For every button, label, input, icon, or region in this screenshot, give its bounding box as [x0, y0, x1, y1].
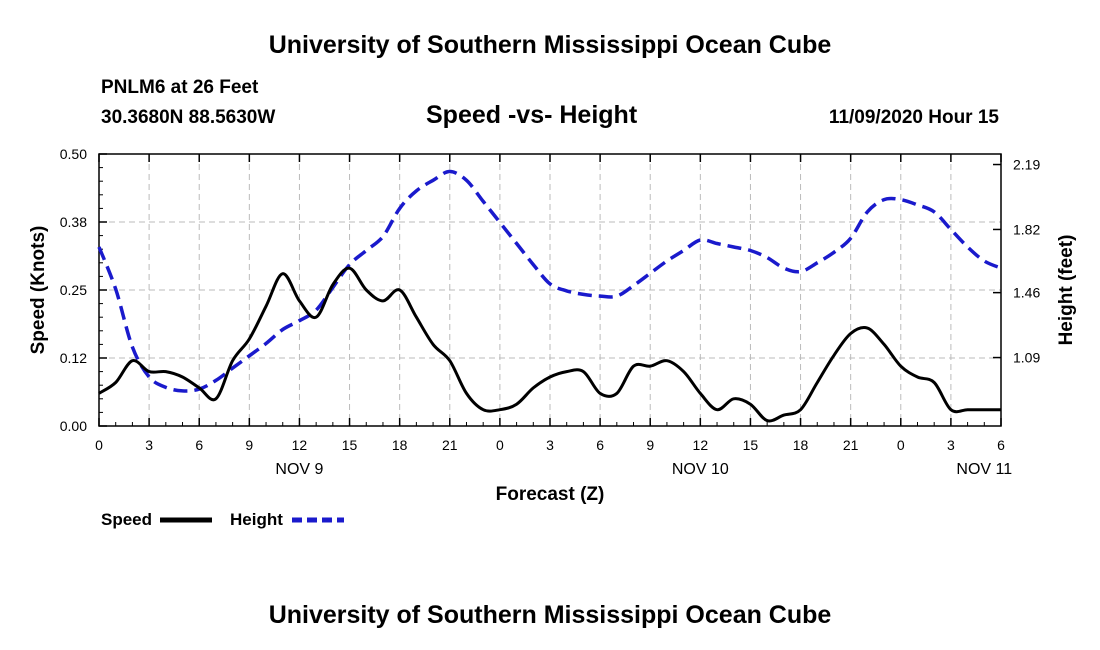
y2-axis-label: Height (feet) [1056, 235, 1077, 346]
x-tick-label: 18 [392, 437, 408, 453]
forecast-datetime: 11/09/2020 Hour 15 [828, 107, 999, 128]
y2-tick-label: 1.46 [1013, 285, 1040, 301]
station-coords: 30.3680N 88.5630W [101, 107, 276, 128]
x-tick-label: 15 [342, 437, 358, 453]
x-tick-label: 9 [646, 437, 654, 453]
x-tick-label: 15 [743, 437, 759, 453]
legend-height-label: Height [230, 510, 283, 529]
x-tick-label: 3 [145, 437, 153, 453]
x-tick-label: 0 [496, 437, 504, 453]
legend-speed-label: Speed [101, 510, 153, 529]
x-tick-label: 21 [442, 437, 458, 453]
x-tick-label: 12 [292, 437, 308, 453]
y-tick-label: 0.25 [60, 282, 87, 298]
y2-tick-label: 1.82 [1013, 221, 1040, 237]
y-tick-label: 0.00 [60, 418, 87, 434]
x-tick-label: 3 [546, 437, 554, 453]
x-tick-label: 0 [95, 437, 103, 453]
x-tick-label: 6 [195, 437, 203, 453]
chart-title: University of Southern Mississippi Ocean… [268, 31, 832, 59]
x-tick-label: 3 [947, 437, 955, 453]
date-label: NOV 11 [956, 461, 1012, 478]
date-label: NOV 9 [275, 461, 323, 478]
x-axis-label: Forecast (Z) [496, 484, 605, 505]
x-tick-label: 12 [693, 437, 709, 453]
axis-labels: 0 3 6 9 12 15 18 21 0 3 6 9 12 15 18 21 0 3 6 0.00 0.12 0.25 0… [60, 146, 1041, 478]
chart-subtitle: Speed -vs- Height [426, 101, 638, 129]
date-label: NOV 10 [672, 461, 729, 478]
y-tick-label: 0.50 [60, 146, 87, 162]
height-series-line [97, 169, 1002, 393]
x-tick-label: 18 [793, 437, 809, 453]
y2-tick-label: 1.09 [1013, 350, 1040, 366]
y-tick-label: 0.12 [60, 350, 87, 366]
station-name: PNLM6 at 26 Feet [101, 77, 259, 98]
x-tick-label: 6 [997, 437, 1005, 453]
footer-title: University of Southern Mississippi Ocean… [268, 601, 832, 629]
grid-lines [99, 154, 1001, 426]
x-tick-label: 0 [897, 437, 905, 453]
x-tick-label: 6 [596, 437, 604, 453]
axis-ticks [98, 153, 1002, 427]
x-tick-label: 21 [843, 437, 859, 453]
y-tick-label: 0.38 [60, 214, 87, 230]
speed-series-line [98, 266, 1001, 423]
y2-tick-label: 2.19 [1013, 157, 1040, 173]
y-axis-label: Speed (Knots) [28, 226, 49, 355]
x-tick-label: 9 [245, 437, 253, 453]
